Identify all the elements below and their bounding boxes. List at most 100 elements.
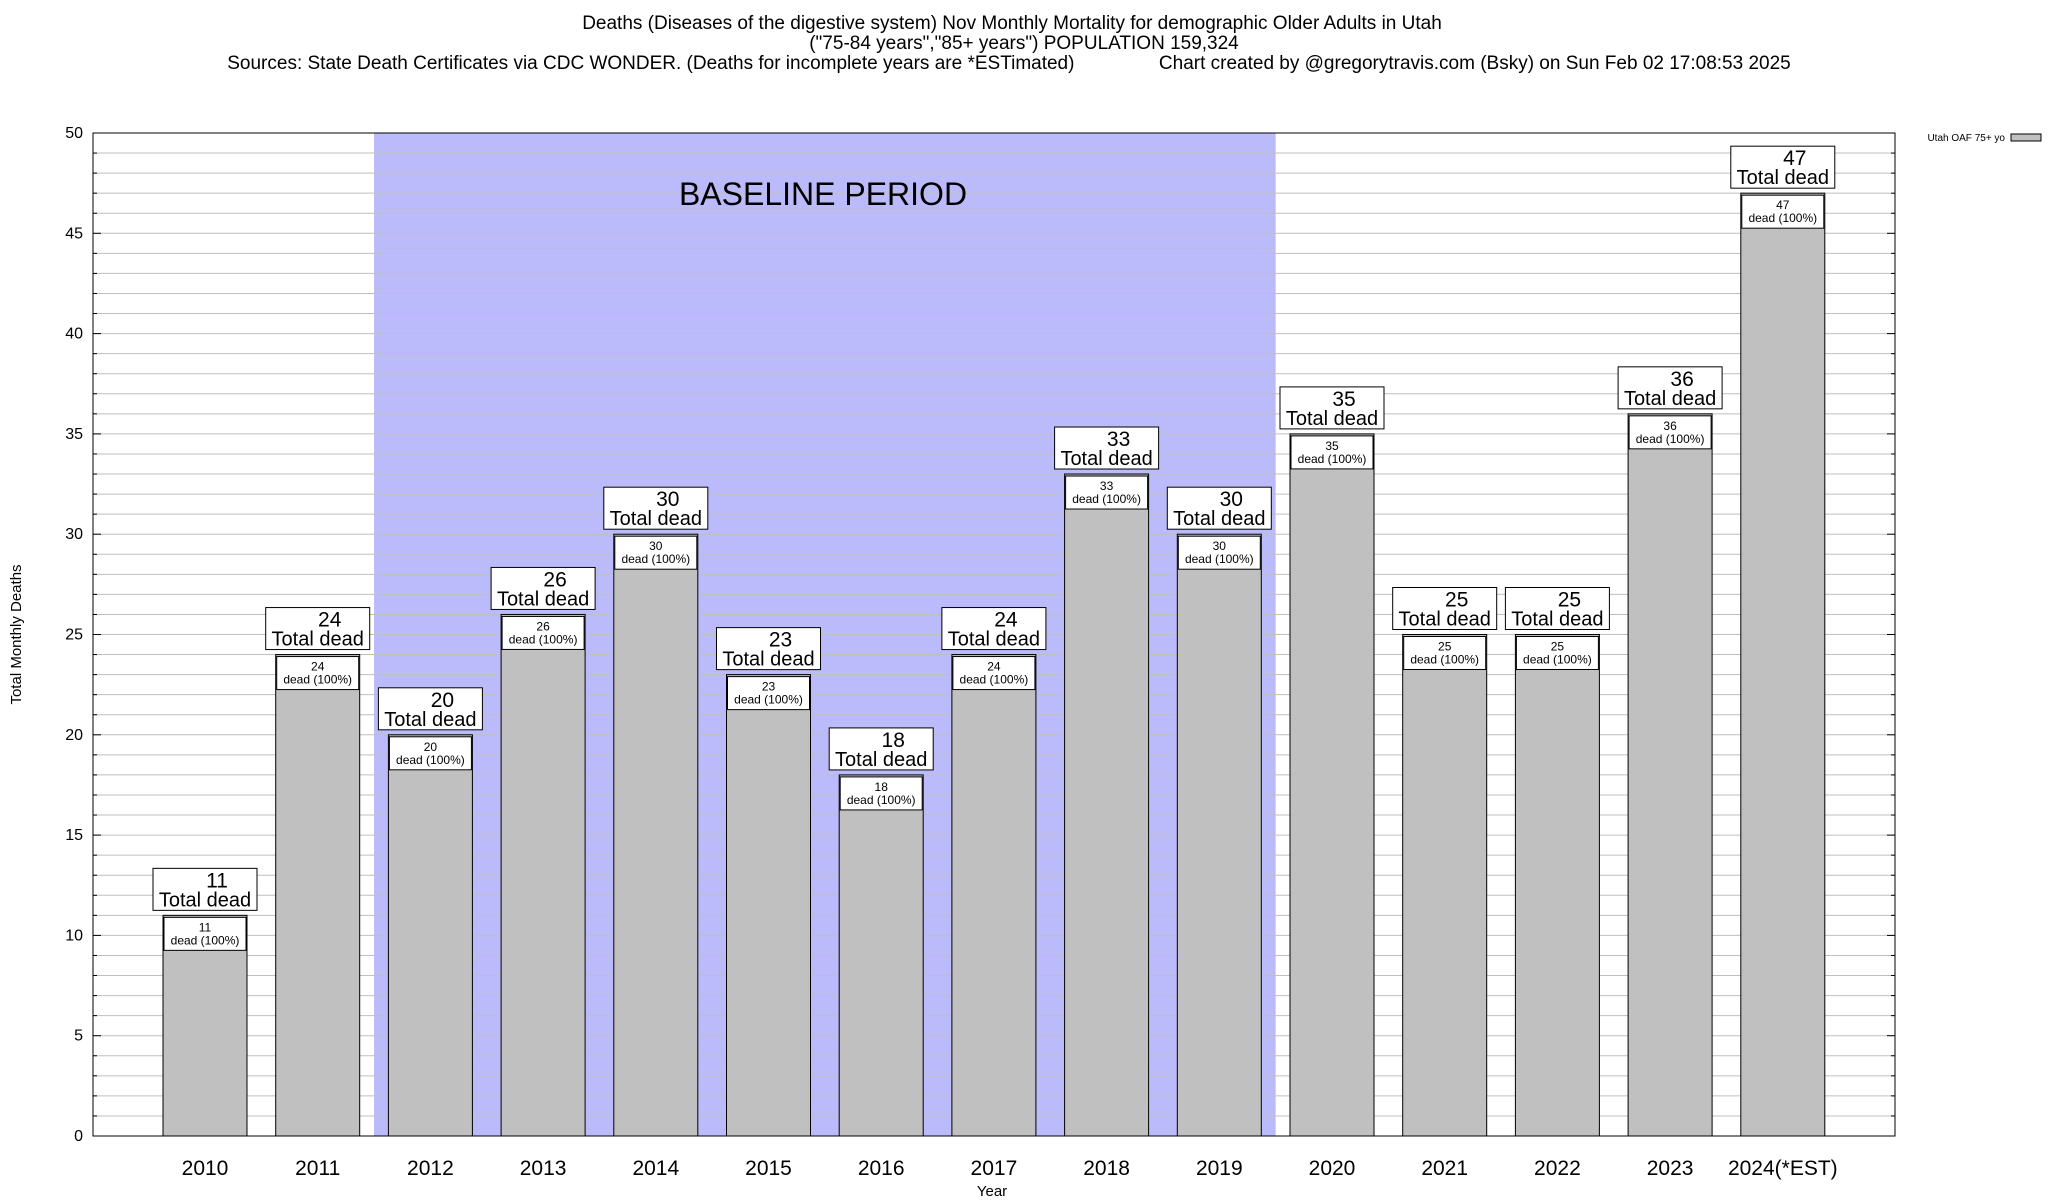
bar-total-value: 18 — [882, 729, 905, 752]
bar-inner-label-box — [1403, 636, 1487, 670]
bar — [1176, 533, 1262, 1137]
y-tick-label: 30 — [65, 526, 83, 543]
bar-inner-value: 20 — [424, 740, 438, 754]
bar-total-label-box — [490, 566, 596, 610]
bar-total-value: 30 — [656, 488, 679, 511]
bar-total-label: Total dead — [1173, 508, 1265, 530]
bar-total-value: 36 — [1670, 368, 1693, 391]
bar-inner-label-box — [1741, 194, 1825, 229]
bar-inner-label-box — [727, 676, 810, 711]
bar-inner-label-box — [1628, 415, 1712, 450]
bar-inner-value: 11 — [199, 920, 212, 934]
y-tick-label: 10 — [65, 927, 83, 944]
bar-total-label: Total dead — [272, 629, 364, 651]
bar-inner-percent: dead (100%) — [283, 673, 352, 687]
bar-inner-value: 24 — [987, 660, 1001, 674]
bar-inner-percent: dead (100%) — [847, 793, 916, 807]
y-tick-label: 5 — [74, 1028, 83, 1045]
bar-total-label: Total dead — [1511, 609, 1603, 631]
bar-inner-value: 33 — [1100, 479, 1114, 493]
bar-inner-label-box — [163, 916, 247, 951]
x-tick-label: 2012 — [407, 1157, 454, 1180]
y-tick-label: 45 — [65, 225, 83, 242]
bar-total-label: Total dead — [159, 889, 251, 911]
bar-total-label: Total dead — [1060, 448, 1152, 470]
bar-inner-value: 26 — [536, 619, 550, 633]
bar-total-label-box — [152, 867, 258, 911]
bar-inner-label-box — [388, 736, 472, 771]
bar-total-label-box — [1392, 587, 1498, 630]
x-tick-label: 2013 — [520, 1157, 567, 1180]
bar-inner-value: 24 — [311, 660, 325, 674]
bar-inner-value: 18 — [875, 780, 889, 794]
bar-inner-value: 35 — [1325, 439, 1339, 453]
bar-total-label-box — [1617, 366, 1723, 410]
x-tick-label: 2016 — [858, 1157, 905, 1180]
legend-swatch — [2010, 133, 2042, 142]
x-tick-label: 2021 — [1421, 1157, 1468, 1180]
bar-inner-percent: dead (100%) — [509, 632, 578, 646]
bar-inner-value: 25 — [1551, 640, 1565, 654]
bar-inner-label-box — [839, 776, 923, 811]
bar-total-label: Total dead — [1399, 609, 1491, 631]
bar-total-label: Total dead — [948, 629, 1040, 651]
bar-inner-value: 25 — [1438, 640, 1452, 654]
x-tick-label: 2011 — [295, 1157, 340, 1180]
bar-total-label: Total dead — [1624, 388, 1716, 410]
y-tick-label: 40 — [65, 326, 83, 343]
x-tick-label: 2017 — [971, 1157, 1018, 1180]
legend-entry-label: Utah OAF 75+ yo — [1927, 133, 2005, 144]
bar-inner-percent: dead (100%) — [1636, 432, 1705, 446]
bar-total-label-box — [1054, 426, 1160, 470]
chart-title-line-1: Deaths (Diseases of the digestive system… — [582, 13, 1442, 34]
bar-inner-percent: dead (100%) — [396, 753, 465, 767]
x-axis-label: Year — [977, 1183, 1007, 1200]
y-tick-label: 0 — [74, 1128, 83, 1145]
x-tick-label: 2015 — [745, 1157, 792, 1180]
bar-inner-value: 47 — [1776, 198, 1790, 212]
bar — [500, 613, 586, 1137]
x-tick-label: 2020 — [1309, 1157, 1356, 1180]
bar-total-label-box — [1730, 145, 1836, 189]
bar — [1402, 634, 1488, 1137]
bar-total-value: 33 — [1107, 428, 1130, 451]
bar — [275, 654, 361, 1137]
bar-inner-percent: dead (100%) — [1072, 492, 1141, 506]
bar-total-value: 26 — [543, 568, 566, 591]
bar — [1064, 473, 1150, 1137]
x-tick-label: 2024(*EST) — [1728, 1157, 1838, 1180]
bar — [726, 674, 811, 1137]
bar-inner-label-box — [1065, 475, 1149, 510]
bar-total-value: 25 — [1445, 589, 1468, 612]
chart-source-line: Sources: State Death Certificates via CD… — [227, 53, 1791, 74]
bar-total-label-box — [265, 607, 371, 651]
bar-total-label-box — [377, 687, 483, 731]
bar-total-value: 30 — [1220, 488, 1243, 511]
x-tick-label: 2014 — [632, 1157, 679, 1180]
bar-inner-label-box — [1290, 435, 1374, 470]
x-tick-label: 2018 — [1083, 1157, 1130, 1180]
bar-total-label: Total dead — [384, 709, 476, 731]
bar-total-value: 11 — [206, 869, 228, 892]
bar-inner-percent: dead (100%) — [1298, 452, 1367, 466]
bar-total-label-box — [1166, 486, 1272, 530]
y-tick-label: 15 — [65, 827, 83, 844]
bar-total-label-box — [716, 627, 821, 671]
y-tick-label: 20 — [65, 727, 83, 744]
bar-total-label-box — [1279, 386, 1385, 430]
x-tick-label: 2023 — [1647, 1157, 1694, 1180]
bar-total-value: 24 — [994, 609, 1018, 632]
bar — [1740, 192, 1826, 1137]
bar — [387, 734, 473, 1137]
bar-inner-percent: dead (100%) — [960, 673, 1029, 687]
bar-inner-percent: dead (100%) — [621, 552, 690, 566]
